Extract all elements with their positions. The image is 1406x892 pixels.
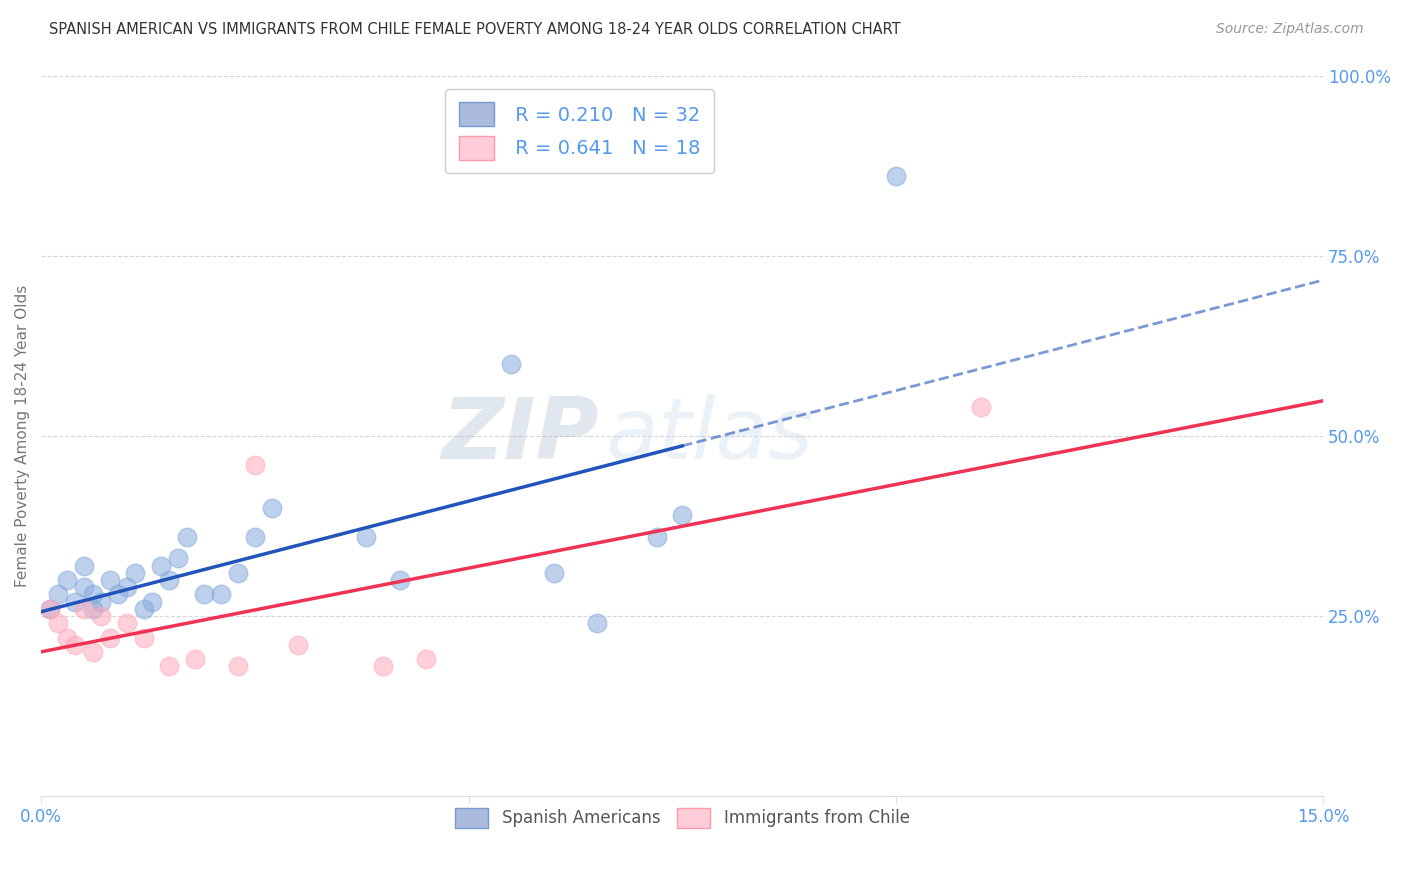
- Point: [243, 530, 266, 544]
- Point: [56, 573, 79, 587]
- Point: [73, 558, 96, 573]
- Point: [124, 566, 146, 580]
- Point: [98, 573, 121, 587]
- Point: [141, 594, 163, 608]
- Point: [243, 458, 266, 472]
- Point: [371, 659, 394, 673]
- Point: [501, 357, 523, 371]
- Legend: Spanish Americans, Immigrants from Chile: Spanish Americans, Immigrants from Chile: [449, 801, 917, 835]
- Point: [82, 601, 104, 615]
- Text: Source: ZipAtlas.com: Source: ZipAtlas.com: [1216, 22, 1364, 37]
- Point: [65, 638, 87, 652]
- Point: [46, 587, 69, 601]
- Point: [73, 601, 96, 615]
- Point: [56, 631, 79, 645]
- Point: [38, 601, 60, 615]
- Y-axis label: Female Poverty Among 18-24 Year Olds: Female Poverty Among 18-24 Year Olds: [15, 285, 30, 587]
- Point: [585, 616, 607, 631]
- Point: [209, 587, 232, 601]
- Point: [132, 631, 155, 645]
- Point: [260, 500, 283, 515]
- Point: [115, 580, 138, 594]
- Point: [970, 400, 993, 414]
- Point: [73, 580, 96, 594]
- Point: [389, 573, 412, 587]
- Point: [354, 530, 377, 544]
- Point: [159, 573, 181, 587]
- Point: [415, 652, 437, 666]
- Point: [149, 558, 172, 573]
- Point: [184, 652, 207, 666]
- Point: [107, 587, 129, 601]
- Text: atlas: atlas: [605, 394, 813, 477]
- Point: [65, 594, 87, 608]
- Text: ZIP: ZIP: [441, 394, 599, 477]
- Point: [671, 508, 693, 522]
- Point: [90, 609, 112, 624]
- Point: [98, 631, 121, 645]
- Point: [193, 587, 215, 601]
- Point: [645, 530, 668, 544]
- Point: [226, 566, 249, 580]
- Point: [82, 587, 104, 601]
- Point: [90, 594, 112, 608]
- Point: [884, 169, 907, 184]
- Text: SPANISH AMERICAN VS IMMIGRANTS FROM CHILE FEMALE POVERTY AMONG 18-24 YEAR OLDS C: SPANISH AMERICAN VS IMMIGRANTS FROM CHIL…: [49, 22, 901, 37]
- Point: [46, 616, 69, 631]
- Point: [38, 601, 60, 615]
- Point: [287, 638, 309, 652]
- Point: [115, 616, 138, 631]
- Point: [167, 551, 190, 566]
- Point: [82, 645, 104, 659]
- Point: [176, 530, 198, 544]
- Point: [159, 659, 181, 673]
- Point: [226, 659, 249, 673]
- Point: [132, 601, 155, 615]
- Point: [543, 566, 565, 580]
